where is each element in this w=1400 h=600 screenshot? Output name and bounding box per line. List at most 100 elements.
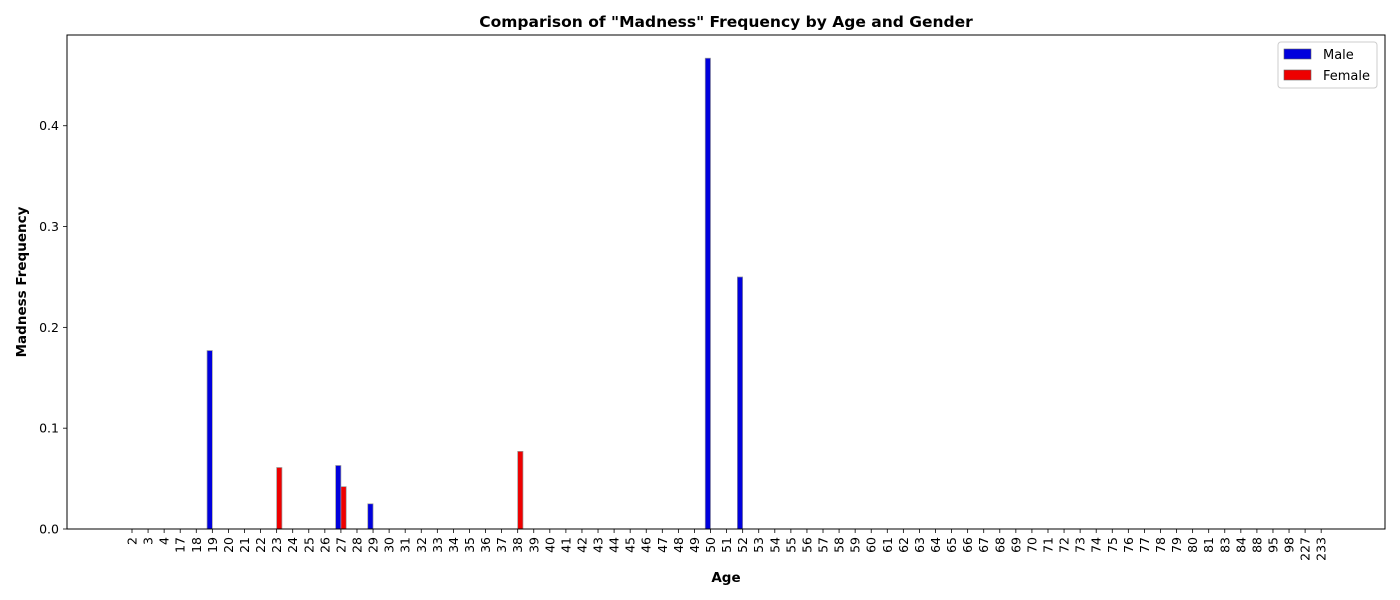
x-tick-label: 19 (205, 537, 220, 553)
x-tick-label: 59 (848, 537, 863, 553)
x-tick-label: 4 (157, 537, 172, 545)
x-tick-label: 47 (655, 537, 670, 553)
x-tick-label: 45 (623, 537, 638, 553)
legend-swatch-female (1283, 69, 1312, 81)
x-tick-label: 48 (671, 537, 686, 553)
bar-female-age-23 (276, 467, 283, 530)
x-tick-label: 65 (944, 537, 959, 553)
x-tick-label: 34 (446, 537, 461, 553)
x-tick-label: 75 (1105, 537, 1120, 553)
x-tick-label: 73 (1073, 537, 1088, 553)
bar-female-age-38 (517, 451, 524, 530)
x-tick-label: 69 (1008, 537, 1023, 553)
bar-male-age-50 (704, 57, 711, 530)
x-tick-label: 25 (301, 537, 316, 553)
x-tick-label: 62 (896, 537, 911, 553)
x-tick-label: 80 (1185, 537, 1200, 553)
x-tick-label: 74 (1089, 537, 1104, 553)
x-tick-label: 33 (430, 537, 445, 553)
legend-swatch-male (1283, 48, 1312, 60)
x-tick-label: 52 (735, 537, 750, 553)
x-tick-label: 72 (1057, 537, 1072, 553)
legend-label-female: Female (1323, 69, 1370, 84)
x-axis-title: Age (711, 570, 740, 586)
x-tick-label: 26 (317, 537, 332, 553)
x-axis: 2 3 4 17 18 19 20 21 22 23 24 25 26 27 28 29 30 31 32 33 34 3… (125, 529, 1329, 561)
x-tick-label: 21 (237, 537, 252, 553)
x-tick-label: 49 (687, 537, 702, 553)
x-tick-label: 23 (269, 537, 284, 553)
x-tick-label: 27 (333, 537, 348, 553)
x-tick-label: 81 (1201, 537, 1216, 553)
x-tick-label: 79 (1169, 537, 1184, 553)
x-tick-label: 63 (912, 537, 927, 553)
x-tick-label: 67 (976, 537, 991, 553)
x-tick-label: 22 (253, 537, 268, 553)
chart-title: Comparison of "Madness" Frequency by Age… (479, 13, 973, 31)
x-tick-label: 98 (1282, 537, 1297, 553)
bar-male-age-27 (335, 465, 342, 530)
x-tick-label: 58 (832, 537, 847, 553)
x-tick-label: 53 (751, 537, 766, 553)
x-tick-label: 76 (1121, 537, 1136, 553)
x-tick-label: 56 (799, 537, 814, 553)
bar-male-age-52 (737, 276, 744, 530)
x-tick-label: 3 (141, 537, 156, 545)
x-tick-label: 84 (1233, 537, 1248, 553)
bar-female-age-27 (340, 486, 347, 530)
x-tick-label: 227 (1298, 537, 1313, 561)
x-tick-label: 55 (783, 537, 798, 553)
x-tick-label: 71 (1040, 537, 1055, 553)
x-tick-label: 41 (558, 537, 573, 553)
x-tick-label: 40 (542, 537, 557, 553)
x-tick-label: 32 (414, 537, 429, 553)
x-tick-label: 29 (366, 537, 381, 553)
legend: Male Female (1277, 41, 1378, 89)
x-tick-label: 36 (478, 537, 493, 553)
y-tick-label: 0.4 (39, 118, 59, 133)
x-tick-label: 51 (719, 537, 734, 553)
x-tick-label: 30 (382, 537, 397, 553)
x-tick-label: 35 (462, 537, 477, 553)
x-tick-label: 2 (125, 537, 140, 545)
x-tick-label: 50 (703, 537, 718, 553)
bars-layer (206, 57, 744, 530)
x-tick-label: 17 (173, 537, 188, 553)
x-tick-label: 39 (526, 537, 541, 553)
y-tick-label: 0.2 (39, 320, 59, 335)
x-tick-label: 43 (591, 537, 606, 553)
x-tick-label: 88 (1249, 537, 1264, 553)
x-tick-label: 60 (864, 537, 879, 553)
x-tick-label: 28 (349, 537, 364, 553)
x-tick-label: 70 (1024, 537, 1039, 553)
x-tick-label: 61 (880, 537, 895, 553)
x-tick-label: 83 (1217, 537, 1232, 553)
x-tick-label: 20 (221, 537, 236, 553)
x-tick-label: 18 (189, 537, 204, 553)
y-tick-label: 0.0 (39, 522, 59, 537)
x-tick-label: 57 (816, 537, 831, 553)
x-tick-label: 54 (767, 537, 782, 553)
x-tick-label: 78 (1153, 537, 1168, 553)
x-tick-label: 37 (494, 537, 509, 553)
x-tick-label: 24 (285, 537, 300, 553)
x-tick-label: 233 (1314, 537, 1329, 561)
y-tick-label: 0.3 (39, 219, 59, 234)
x-tick-label: 31 (398, 537, 413, 553)
bar-male-age-19 (206, 350, 213, 530)
x-tick-label: 46 (639, 537, 654, 553)
x-tick-label: 38 (510, 537, 525, 553)
y-axis-title: Madness Frequency (14, 206, 30, 357)
x-tick-label: 95 (1265, 537, 1280, 553)
legend-label-male: Male (1323, 48, 1354, 63)
y-axis: 0.0 0.1 0.2 0.3 0.4 (39, 118, 67, 537)
x-tick-label: 66 (960, 537, 975, 553)
plot-frame (66, 34, 1386, 530)
bar-male-age-29 (367, 503, 374, 530)
y-tick-label: 0.1 (39, 421, 59, 436)
x-tick-label: 77 (1137, 537, 1152, 553)
x-tick-label: 64 (928, 537, 943, 553)
x-tick-label: 42 (574, 537, 589, 553)
